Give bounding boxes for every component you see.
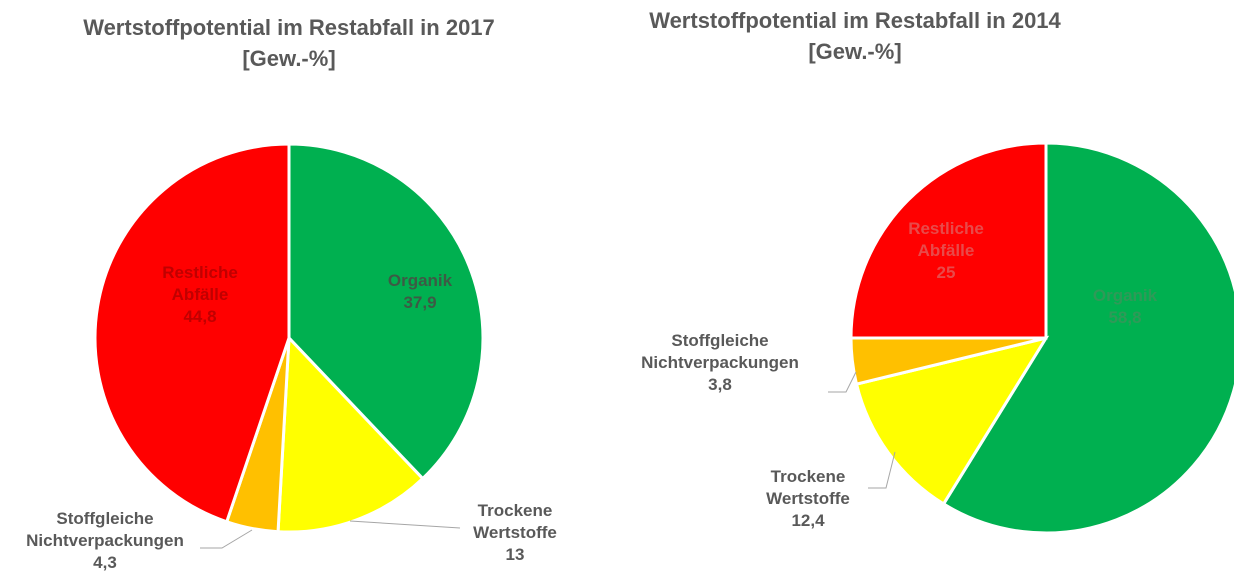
category-label: Trockene Wertstoffe xyxy=(473,501,557,542)
title-text: Wertstoffpotential im Restabfall in 2014 xyxy=(649,8,1061,33)
value-label: 25 xyxy=(936,263,956,282)
slice-label: Trockene Wertstoffe 12,4 xyxy=(766,466,850,532)
value-label: 44,8 xyxy=(183,307,217,326)
leader-line xyxy=(828,371,857,393)
leader-line xyxy=(868,451,896,489)
category-label: Organik xyxy=(387,271,453,290)
category-label: Restliche Abfälle xyxy=(908,219,984,260)
slice-label: Restliche Abfälle 44,8 xyxy=(162,262,238,328)
category-label: Restliche Abfälle xyxy=(162,263,238,304)
chart-title: Wertstoffpotential im Restabfall in 2014… xyxy=(635,5,1075,67)
value-label: 13 xyxy=(505,545,525,564)
title-text: Wertstoffpotential im Restabfall in 2017 xyxy=(83,15,495,40)
pie-slice xyxy=(276,334,425,534)
subtitle-text: [Gew.-%] xyxy=(808,39,902,64)
slice-label: Stoffgleiche Nichtverpackungen 4,3 xyxy=(26,508,184,574)
category-label: Stoffgleiche Nichtverpackungen xyxy=(26,509,184,550)
pie-slice xyxy=(849,141,1048,340)
subtitle-text: [Gew.-%] xyxy=(242,46,336,71)
category-label: Stoffgleiche Nichtverpackungen xyxy=(641,331,799,372)
slice-label: Trockene Wertstoffe 13 xyxy=(473,500,557,566)
pie-slice xyxy=(93,142,291,524)
chart-title: Wertstoffpotential im Restabfall in 2017… xyxy=(69,12,509,74)
leader-line xyxy=(200,529,253,549)
value-label: 3,8 xyxy=(708,375,732,394)
value-label: 58,8 xyxy=(1108,308,1142,327)
value-label: 4,3 xyxy=(93,553,117,572)
category-label: Organik xyxy=(1092,286,1158,305)
slice-label: Organik 58,8 xyxy=(1093,285,1157,329)
pie-slice xyxy=(287,142,485,481)
slice-label: Restliche Abfälle 25 xyxy=(908,218,984,284)
slice-label: Organik 37,9 xyxy=(388,270,452,314)
category-label: Trockene Wertstoffe xyxy=(766,467,850,508)
slice-label: Stoffgleiche Nichtverpackungen 3,8 xyxy=(641,330,799,396)
pie-slice xyxy=(854,335,1050,507)
leader-line xyxy=(349,520,461,529)
value-label: 12,4 xyxy=(791,511,825,530)
value-label: 37,9 xyxy=(403,293,437,312)
